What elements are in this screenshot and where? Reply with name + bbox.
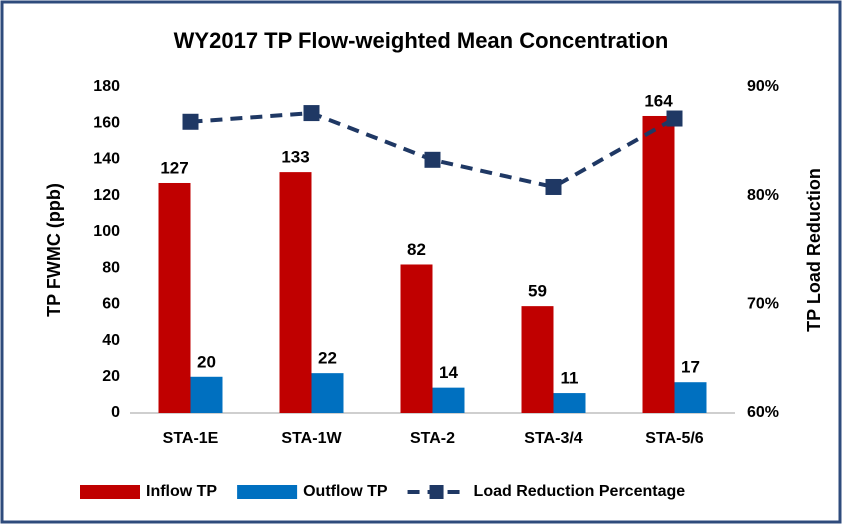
y-tick-label: 0 [111, 404, 120, 421]
line-marker [424, 151, 441, 168]
legend-swatch [237, 485, 298, 499]
bar [432, 387, 465, 413]
x-tick-label: STA-1W [281, 430, 342, 447]
data-label: 82 [407, 240, 426, 259]
data-label: 59 [528, 282, 547, 301]
data-label: 11 [561, 369, 579, 388]
y2-tick-label: 60% [747, 404, 779, 421]
y-tick-label: 60 [102, 296, 120, 313]
y2-tick-label: 80% [747, 187, 779, 204]
bar [642, 115, 675, 413]
y-axis-label: TP FWMC (ppb) [44, 183, 64, 317]
bar [158, 182, 191, 413]
y-tick-label: 160 [93, 114, 120, 131]
legend-label: Load Reduction Percentage [474, 483, 686, 500]
data-label: 164 [644, 91, 673, 110]
y2-axis-label: TP Load Reduction [804, 168, 824, 332]
data-label: 17 [681, 358, 700, 377]
bar [674, 382, 707, 413]
line-marker [666, 110, 683, 127]
y-tick-label: 120 [93, 187, 120, 204]
line-marker [303, 105, 320, 122]
x-tick-label: STA-3/4 [524, 430, 582, 447]
legend-label: Inflow TP [146, 483, 217, 500]
data-label: 20 [197, 352, 216, 371]
legend-swatch [429, 485, 444, 499]
legend-label: Outflow TP [303, 483, 388, 500]
bar [190, 376, 223, 413]
bar [521, 306, 554, 413]
y2-tick-label: 90% [747, 78, 779, 95]
x-tick-label: STA-5/6 [645, 430, 703, 447]
line-marker [182, 113, 199, 130]
chart-title: WY2017 TP Flow-weighted Mean Concentrati… [174, 28, 669, 53]
x-tick-label: STA-1E [163, 430, 219, 447]
y-tick-label: 40 [102, 332, 120, 349]
y-tick-label: 80 [102, 259, 120, 276]
line-marker [545, 178, 562, 195]
data-label: 127 [160, 158, 188, 177]
y-tick-label: 100 [93, 223, 120, 240]
legend-swatch [80, 485, 140, 499]
bar [311, 373, 344, 413]
y-tick-label: 20 [102, 368, 120, 385]
bar [400, 264, 433, 413]
data-label: 22 [318, 349, 337, 368]
y2-tick-label: 70% [747, 296, 779, 313]
bar [279, 172, 312, 413]
data-label: 14 [439, 363, 458, 382]
y-tick-label: 140 [93, 151, 120, 168]
x-tick-label: STA-2 [410, 430, 455, 447]
y-tick-label: 180 [93, 78, 120, 95]
bar [553, 393, 586, 413]
data-label: 133 [281, 148, 309, 167]
